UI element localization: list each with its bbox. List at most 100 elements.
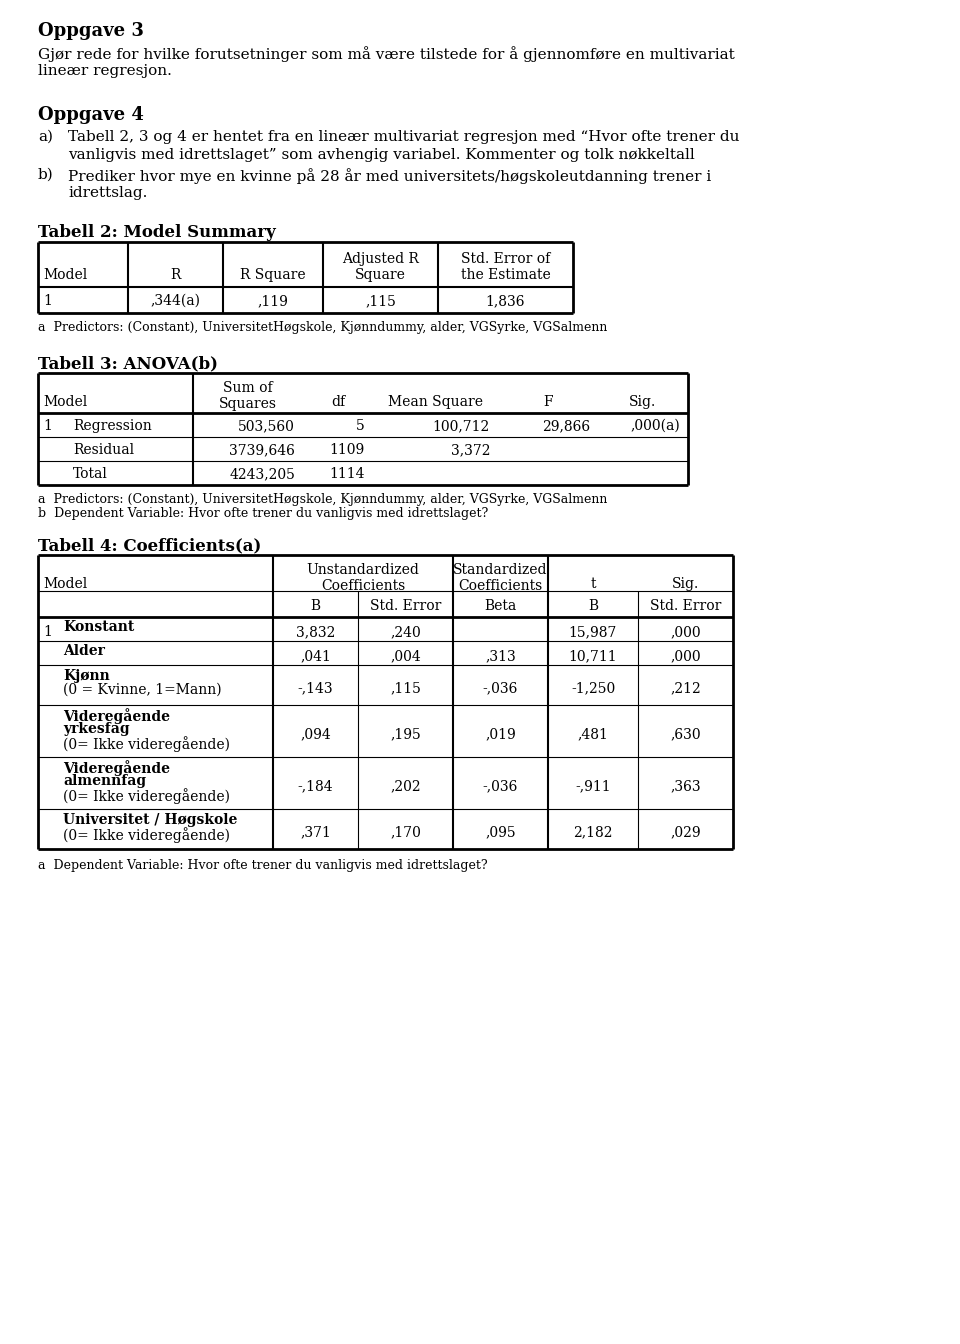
Text: B: B <box>588 599 598 613</box>
Text: ,115: ,115 <box>365 294 396 308</box>
Text: ,094: ,094 <box>300 727 331 741</box>
Text: Unstandardized: Unstandardized <box>306 563 420 577</box>
Text: t: t <box>590 577 596 591</box>
Text: 1: 1 <box>43 294 52 308</box>
Text: R: R <box>170 267 180 282</box>
Text: 503,560: 503,560 <box>238 419 295 433</box>
Text: b  Dependent Variable: Hvor ofte trener du vanligvis med idrettslaget?: b Dependent Variable: Hvor ofte trener d… <box>38 507 489 520</box>
Text: ,029: ,029 <box>670 825 701 839</box>
Text: the Estimate: the Estimate <box>461 267 550 282</box>
Text: Adjusted R: Adjusted R <box>342 253 419 266</box>
Text: Oppgave 3: Oppgave 3 <box>38 22 144 40</box>
Text: Sum of: Sum of <box>223 380 273 395</box>
Text: a  Predictors: (Constant), UniversitetHøgskole, Kjønndummy, alder, VGSyrke, VGSa: a Predictors: (Constant), UniversitetHøg… <box>38 321 608 335</box>
Text: Alder: Alder <box>63 644 105 659</box>
Text: Tabell 2, 3 og 4 er hentet fra en lineær multivariat regresjon med “Hvor ofte tr: Tabell 2, 3 og 4 er hentet fra en lineær… <box>68 130 739 144</box>
Text: Tabell 3: ANOVA(b): Tabell 3: ANOVA(b) <box>38 355 218 372</box>
Text: ,095: ,095 <box>485 825 516 839</box>
Text: a): a) <box>38 130 53 144</box>
Text: b): b) <box>38 168 54 181</box>
Text: ,019: ,019 <box>485 727 516 741</box>
Text: Model: Model <box>43 267 87 282</box>
Text: Regression: Regression <box>73 419 152 433</box>
Text: vanligvis med idrettslaget” som avhengig variabel. Kommenter og tolk nøkkeltall: vanligvis med idrettslaget” som avhengig… <box>68 148 695 163</box>
Text: Videregående: Videregående <box>63 708 170 724</box>
Text: ,344(a): ,344(a) <box>151 294 201 308</box>
Text: Residual: Residual <box>73 444 134 457</box>
Text: Tabell 2: Model Summary: Tabell 2: Model Summary <box>38 224 276 241</box>
Text: 1,836: 1,836 <box>486 294 525 308</box>
Text: Oppgave 4: Oppgave 4 <box>38 106 144 124</box>
Text: (0= Ikke videregående): (0= Ikke videregående) <box>63 788 230 804</box>
Text: ,170: ,170 <box>390 825 420 839</box>
Text: ,041: ,041 <box>300 649 331 663</box>
Text: Std. Error: Std. Error <box>370 599 442 613</box>
Text: -,036: -,036 <box>483 681 518 695</box>
Text: lineær regresjon.: lineær regresjon. <box>38 65 172 78</box>
Text: 1114: 1114 <box>329 466 365 481</box>
Text: 1109: 1109 <box>329 444 365 457</box>
Text: R Square: R Square <box>240 267 306 282</box>
Text: idrettslag.: idrettslag. <box>68 185 148 200</box>
Text: Prediker hvor mye en kvinne på 28 år med universitets/høgskoleutdanning trener i: Prediker hvor mye en kvinne på 28 år med… <box>68 168 711 184</box>
Text: B: B <box>310 599 321 613</box>
Text: Coefficients: Coefficients <box>458 579 542 593</box>
Text: ,481: ,481 <box>578 727 609 741</box>
Text: 100,712: 100,712 <box>433 419 490 433</box>
Text: ,313: ,313 <box>485 649 516 663</box>
Text: Squares: Squares <box>219 396 277 411</box>
Text: 29,866: 29,866 <box>541 419 590 433</box>
Text: Sig.: Sig. <box>672 577 699 591</box>
Text: Model: Model <box>43 395 87 409</box>
Text: Standardized: Standardized <box>453 563 548 577</box>
Text: Sig.: Sig. <box>630 395 657 409</box>
Text: a  Dependent Variable: Hvor ofte trener du vanligvis med idrettslaget?: a Dependent Variable: Hvor ofte trener d… <box>38 859 488 872</box>
Text: Model: Model <box>43 577 87 591</box>
Text: ,115: ,115 <box>390 681 420 695</box>
Text: Videregående: Videregående <box>63 759 170 775</box>
Text: (0= Ikke videregående): (0= Ikke videregående) <box>63 827 230 843</box>
Text: 3,832: 3,832 <box>296 625 335 638</box>
Text: ,363: ,363 <box>670 780 701 793</box>
Text: almennfag: almennfag <box>63 774 146 788</box>
Text: 2,182: 2,182 <box>573 825 612 839</box>
Text: Tabell 4: Coefficients(a): Tabell 4: Coefficients(a) <box>38 538 261 554</box>
Text: ,371: ,371 <box>300 825 331 839</box>
Text: 5: 5 <box>356 419 365 433</box>
Text: -,911: -,911 <box>575 780 611 793</box>
Text: ,195: ,195 <box>390 727 420 741</box>
Text: Std. Error: Std. Error <box>650 599 721 613</box>
Text: (0= Ikke videregående): (0= Ikke videregående) <box>63 737 230 751</box>
Text: -,184: -,184 <box>298 780 333 793</box>
Text: yrkesfag: yrkesfag <box>63 722 130 737</box>
Text: 3,372: 3,372 <box>450 444 490 457</box>
Text: -1,250: -1,250 <box>571 681 615 695</box>
Text: ,630: ,630 <box>670 727 701 741</box>
Text: 1: 1 <box>43 419 52 433</box>
Text: ,240: ,240 <box>390 625 420 638</box>
Text: Total: Total <box>73 466 108 481</box>
Text: 10,711: 10,711 <box>568 649 617 663</box>
Text: ,000: ,000 <box>670 649 701 663</box>
Text: (0 = Kvinne, 1=Mann): (0 = Kvinne, 1=Mann) <box>63 683 222 698</box>
Text: ,202: ,202 <box>390 780 420 793</box>
Text: 1: 1 <box>43 625 52 638</box>
Text: ,004: ,004 <box>390 649 420 663</box>
Text: Universitet / Høgskole: Universitet / Høgskole <box>63 813 237 827</box>
Text: 15,987: 15,987 <box>569 625 617 638</box>
Text: -,036: -,036 <box>483 780 518 793</box>
Text: Coefficients: Coefficients <box>321 579 405 593</box>
Text: Konstant: Konstant <box>63 620 134 634</box>
Text: ,000: ,000 <box>670 625 701 638</box>
Text: ,000(a): ,000(a) <box>631 419 680 433</box>
Text: 4243,205: 4243,205 <box>229 466 295 481</box>
Text: ,212: ,212 <box>670 681 701 695</box>
Text: Mean Square: Mean Square <box>388 395 483 409</box>
Text: Kjønn: Kjønn <box>63 669 109 683</box>
Text: Beta: Beta <box>485 599 516 613</box>
Text: df: df <box>331 395 345 409</box>
Text: Std. Error of: Std. Error of <box>461 253 550 266</box>
Text: 3739,646: 3739,646 <box>229 444 295 457</box>
Text: F: F <box>543 395 553 409</box>
Text: ,119: ,119 <box>257 294 288 308</box>
